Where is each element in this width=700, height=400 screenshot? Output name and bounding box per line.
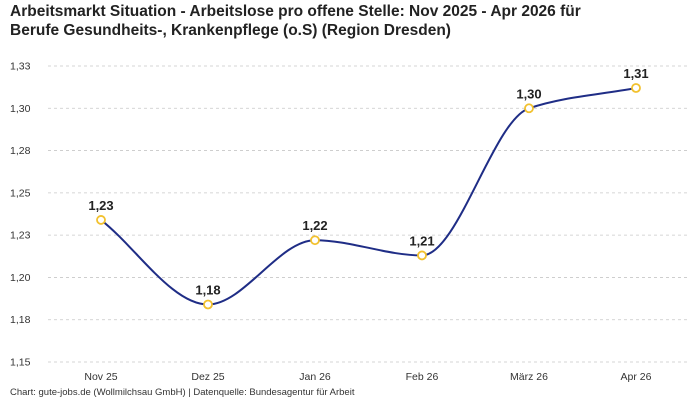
- y-tick-label: 1,23: [10, 230, 31, 242]
- data-label: 1,22: [302, 218, 327, 233]
- x-tick-label: Nov 25: [84, 371, 117, 383]
- data-point: [417, 250, 427, 261]
- grid-layer: [48, 65, 690, 363]
- data-label: 1,30: [516, 86, 541, 101]
- chart-footer: Chart: gute-jobs.de (Wollmilchsau GmbH) …: [10, 387, 355, 398]
- x-tick-label: Dez 25: [191, 371, 224, 383]
- y-tick-label: 1,20: [10, 272, 31, 284]
- data-point: [96, 215, 106, 225]
- data-label: 1,21: [409, 233, 434, 248]
- data-label: 1,31: [623, 66, 648, 81]
- y-tick-label: 1,15: [10, 357, 31, 369]
- data-point: [310, 235, 320, 246]
- y-tick-label: 1,28: [10, 145, 31, 157]
- chart-title: Arbeitsmarkt Situation - Arbeitslose pro…: [10, 2, 690, 40]
- series-line: [100, 87, 637, 306]
- data-point: [203, 299, 213, 310]
- data-label: 1,18: [195, 282, 220, 297]
- data-label: 1,23: [88, 198, 113, 213]
- x-tick-label: Jan 26: [299, 371, 331, 383]
- chart-title-line-1: Arbeitsmarkt Situation - Arbeitslose pro…: [10, 3, 581, 20]
- points-layer: [96, 83, 641, 310]
- y-tick-label: 1,30: [10, 103, 31, 115]
- x-tick-label: Apr 26: [621, 371, 652, 383]
- data-labels-layer: 1,23 1,18 1,22 1,21 1,30 1,31: [88, 66, 648, 298]
- chart-title-line-2: Berufe Gesundheits-, Krankenpflege (o.S)…: [10, 22, 451, 39]
- y-axis-ticks: 1,15 1,18 1,20 1,23 1,25 1,28 1,30 1,33: [10, 61, 31, 369]
- data-point: [631, 83, 641, 93]
- y-tick-label: 1,18: [10, 314, 31, 326]
- x-tick-label: März 26: [510, 371, 548, 383]
- series-layer: [100, 87, 637, 306]
- x-tick-label: Feb 26: [406, 371, 439, 383]
- y-tick-label: 1,33: [10, 61, 31, 73]
- x-axis-ticks: Nov 25 Dez 25 Jan 26 Feb 26 März 26 Apr 26: [84, 371, 651, 383]
- y-tick-label: 1,25: [10, 187, 31, 199]
- data-point: [524, 103, 534, 114]
